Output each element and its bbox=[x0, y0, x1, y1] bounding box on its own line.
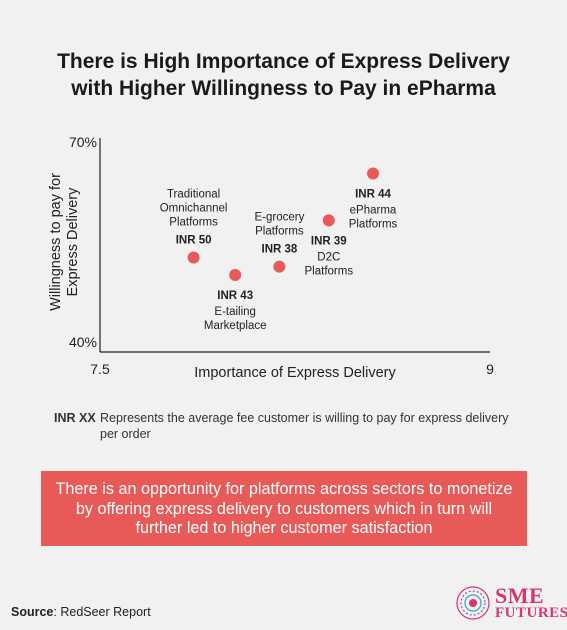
callout-text: There is an opportunity for platforms ac… bbox=[55, 480, 513, 537]
point-name-label: Platforms bbox=[255, 226, 304, 238]
x-axis-label: Importance of Express Delivery bbox=[194, 365, 396, 381]
fee-label: INR 44 bbox=[355, 189, 391, 201]
legend-text: Represents the average fee customer is w… bbox=[100, 411, 509, 441]
fee-label: INR 50 bbox=[176, 235, 212, 247]
point-name-label: Platforms bbox=[349, 219, 398, 231]
logo-line-1: SME bbox=[495, 583, 545, 608]
scatter-chart: 70% 40% 7.5 9 Importance of Express Delivery… bbox=[48, 134, 494, 381]
y-tick-label: 70% bbox=[69, 134, 97, 150]
point-name-label: Omnichannel bbox=[160, 203, 228, 215]
data-point bbox=[322, 214, 335, 227]
data-point bbox=[367, 167, 379, 180]
point-name-label: E-tailing bbox=[214, 306, 256, 318]
sme-futures-logo: SME FUTURES bbox=[455, 583, 567, 627]
x-tick-label: 9 bbox=[486, 361, 494, 377]
x-tick-label: 7.5 bbox=[90, 361, 110, 377]
callout-box: There is an opportunity for platforms ac… bbox=[41, 471, 527, 546]
y-axis-label: Willingness to pay forExpress Delivery bbox=[48, 173, 81, 311]
legend-key: INR XX bbox=[54, 411, 96, 425]
fee-label: INR 43 bbox=[217, 290, 253, 302]
point-name-label: D2C bbox=[317, 251, 340, 263]
source-text: : RedSeer Report bbox=[53, 605, 151, 619]
chart-marks: INR 50TraditionalOmnichannelPlatformsINR… bbox=[160, 167, 398, 332]
y-tick-label: 40% bbox=[69, 334, 97, 350]
chart-title-line-2: with Higher Willingness to Pay in ePharm… bbox=[71, 77, 496, 100]
data-point bbox=[229, 269, 242, 281]
point-name-label: Traditional bbox=[167, 189, 220, 201]
point-name-label: Platforms bbox=[169, 217, 218, 229]
point-name-label: Marketplace bbox=[204, 320, 267, 332]
point-name-label: E-grocery bbox=[254, 212, 304, 224]
source-label: Source bbox=[11, 605, 54, 619]
source-note: Source: RedSeer Report bbox=[11, 605, 151, 619]
logo-line-2: FUTURES bbox=[495, 605, 567, 621]
fee-label: INR 39 bbox=[311, 235, 347, 247]
y-axis-label-line: Willingness to pay for bbox=[48, 173, 64, 311]
point-name-label: Platforms bbox=[305, 265, 354, 277]
data-point bbox=[187, 251, 200, 264]
point-name-label: ePharma bbox=[350, 205, 397, 217]
logo-mark-icon bbox=[456, 586, 490, 620]
chart-title-line-1: There is High Importance of Express Deli… bbox=[57, 50, 510, 73]
chart-axes: 70% 40% 7.5 9 Importance of Express Delivery… bbox=[48, 134, 494, 381]
fee-label: INR 38 bbox=[262, 244, 298, 256]
data-point bbox=[273, 260, 286, 273]
y-axis-label-line: Express Delivery bbox=[65, 187, 81, 297]
chart-title: There is High Importance of Express Deli… bbox=[0, 48, 567, 102]
